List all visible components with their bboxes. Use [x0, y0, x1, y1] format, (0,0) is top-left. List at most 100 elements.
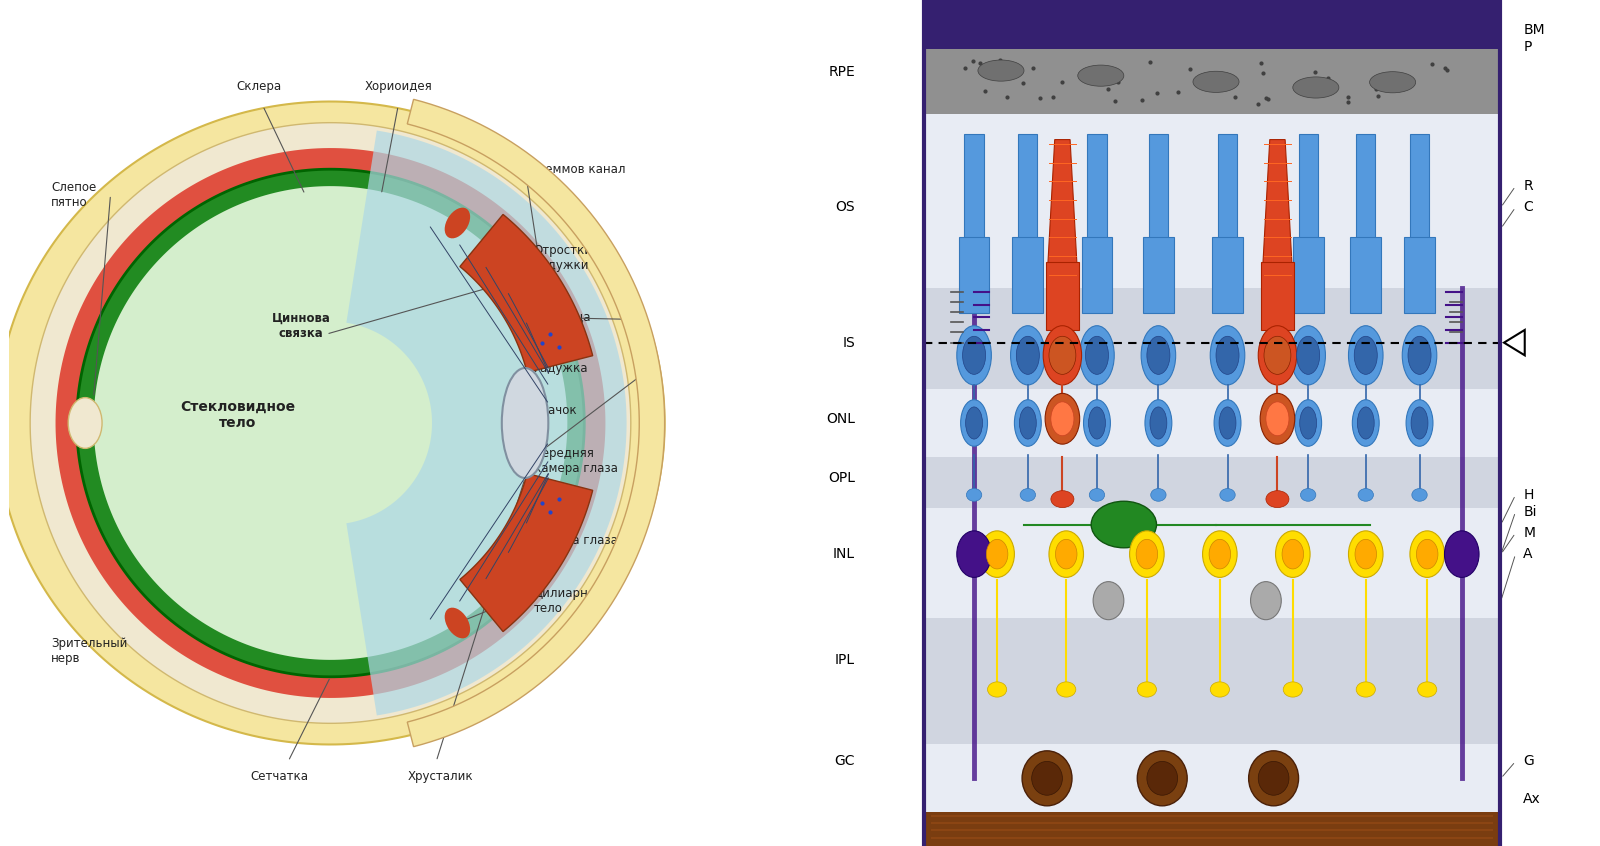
Ellipse shape	[1056, 540, 1077, 569]
Ellipse shape	[502, 368, 549, 478]
Bar	[1261, 262, 1294, 330]
Ellipse shape	[987, 682, 1006, 697]
Text: A: A	[1523, 547, 1533, 561]
Ellipse shape	[1016, 336, 1040, 374]
Ellipse shape	[1354, 336, 1378, 374]
Text: Зрительный
нерв: Зрительный нерв	[51, 637, 128, 666]
Ellipse shape	[1296, 336, 1320, 374]
Ellipse shape	[1021, 489, 1035, 501]
Text: INL: INL	[834, 547, 854, 561]
Bar	[1018, 134, 1037, 279]
Text: R: R	[1523, 179, 1533, 193]
Bar	[1142, 237, 1174, 313]
Ellipse shape	[1358, 489, 1373, 501]
Ellipse shape	[1146, 400, 1171, 447]
Text: Стекловидное
тело: Стекловидное тело	[179, 399, 294, 430]
Ellipse shape	[957, 326, 992, 385]
Ellipse shape	[1258, 326, 1296, 385]
Text: RPE: RPE	[829, 65, 854, 79]
Ellipse shape	[1248, 751, 1299, 805]
Text: H: H	[1523, 488, 1533, 502]
Ellipse shape	[445, 607, 470, 639]
Ellipse shape	[1043, 326, 1082, 385]
Ellipse shape	[986, 540, 1008, 569]
Ellipse shape	[1411, 489, 1427, 501]
Ellipse shape	[1408, 336, 1430, 374]
Bar	[965, 134, 984, 279]
Ellipse shape	[1150, 489, 1166, 501]
Text: Цилиарное
тело: Цилиарное тело	[533, 586, 603, 615]
Bar	[1410, 134, 1429, 279]
Ellipse shape	[1090, 489, 1104, 501]
Bar	[925, 288, 1501, 389]
Ellipse shape	[1445, 531, 1478, 578]
Bar	[1149, 134, 1168, 279]
Bar	[925, 0, 1501, 49]
Bar	[925, 457, 1501, 508]
Ellipse shape	[1352, 400, 1379, 447]
Ellipse shape	[1147, 761, 1178, 795]
Polygon shape	[30, 123, 630, 723]
Ellipse shape	[1282, 540, 1304, 569]
Ellipse shape	[1416, 540, 1438, 569]
Ellipse shape	[1080, 326, 1114, 385]
Text: G: G	[1523, 755, 1534, 768]
Ellipse shape	[1283, 682, 1302, 697]
Ellipse shape	[1293, 77, 1339, 98]
Ellipse shape	[963, 336, 986, 374]
Text: Склера: Склера	[237, 80, 282, 93]
Text: OS: OS	[835, 201, 854, 214]
Ellipse shape	[1370, 72, 1416, 93]
Polygon shape	[459, 214, 592, 372]
Polygon shape	[1262, 140, 1293, 279]
Ellipse shape	[1266, 402, 1290, 436]
Ellipse shape	[1275, 531, 1310, 578]
Ellipse shape	[1418, 682, 1437, 697]
Text: Хрусталик: Хрусталик	[408, 770, 474, 783]
Ellipse shape	[1266, 491, 1290, 508]
Bar	[1405, 237, 1435, 313]
Bar	[925, 618, 1501, 744]
Ellipse shape	[1349, 326, 1382, 385]
Ellipse shape	[1032, 761, 1062, 795]
Polygon shape	[0, 102, 664, 744]
Ellipse shape	[1022, 751, 1072, 805]
Ellipse shape	[1093, 582, 1123, 619]
Ellipse shape	[1078, 65, 1123, 86]
Ellipse shape	[1050, 336, 1075, 374]
Polygon shape	[56, 148, 605, 698]
Ellipse shape	[1138, 751, 1187, 805]
Bar	[925, 812, 1501, 846]
Ellipse shape	[1051, 491, 1074, 508]
Text: Задняя
камера глаза: Задняя камера глаза	[533, 519, 618, 547]
Ellipse shape	[1216, 336, 1238, 374]
Ellipse shape	[1130, 531, 1165, 578]
Bar	[1350, 237, 1381, 313]
Ellipse shape	[1299, 407, 1317, 439]
Polygon shape	[94, 186, 568, 660]
Text: Шлеммов канал: Шлеммов канал	[525, 162, 626, 176]
Text: Отростки
радужки: Отростки радужки	[533, 244, 592, 272]
Text: Роговица: Роговица	[533, 310, 590, 324]
Ellipse shape	[1210, 326, 1245, 385]
Text: Циннова
связка: Циннова связка	[272, 311, 330, 340]
Ellipse shape	[1294, 400, 1322, 447]
Ellipse shape	[1411, 407, 1427, 439]
Bar	[1013, 237, 1043, 313]
Text: IPL: IPL	[835, 653, 854, 667]
Ellipse shape	[966, 489, 982, 501]
Bar	[925, 114, 1501, 288]
Bar	[925, 0, 1501, 51]
Polygon shape	[77, 169, 584, 677]
Ellipse shape	[1138, 682, 1157, 697]
Bar	[1299, 134, 1318, 279]
Bar	[925, 389, 1501, 457]
Text: Ax: Ax	[1523, 793, 1541, 806]
Ellipse shape	[1050, 531, 1083, 578]
Ellipse shape	[1357, 407, 1374, 439]
Bar	[1045, 262, 1080, 330]
Text: M: M	[1523, 526, 1536, 540]
Ellipse shape	[1011, 326, 1045, 385]
Ellipse shape	[979, 531, 1014, 578]
Text: Хориоидея: Хориоидея	[365, 80, 432, 93]
